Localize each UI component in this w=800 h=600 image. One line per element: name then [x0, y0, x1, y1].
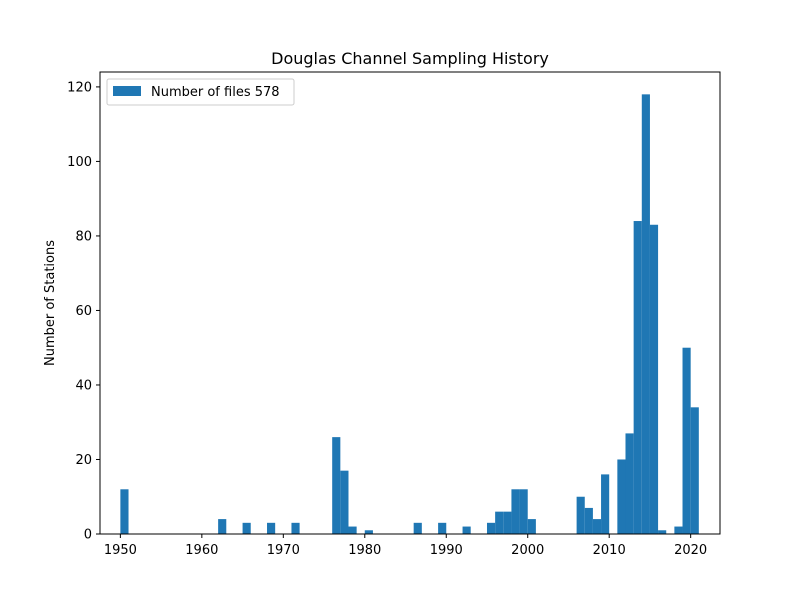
y-axis-label: Number of Stations: [43, 240, 58, 366]
y-tick-label-6: 120: [67, 80, 92, 95]
bar-12: [486, 522, 496, 534]
x-tick-label-2: 1970: [267, 543, 300, 558]
bar-3: [267, 522, 276, 534]
bar-25: [641, 94, 650, 534]
y-tick-label-1: 20: [75, 453, 92, 468]
bar-2: [242, 522, 251, 534]
bar-16: [519, 489, 528, 534]
bar-29: [682, 347, 691, 534]
bar-19: [584, 507, 593, 534]
bar-0: [120, 489, 129, 534]
bar-6: [340, 470, 349, 534]
bar-30: [690, 407, 699, 534]
x-tick-label-1: 1960: [185, 543, 218, 558]
y-tick-label-5: 100: [67, 155, 92, 170]
bar-11: [462, 526, 471, 534]
bar-21: [601, 474, 610, 534]
bar-14: [503, 511, 512, 534]
x-tick-label-0: 1950: [104, 543, 137, 558]
bar-5: [332, 437, 341, 534]
legend-box: [106, 78, 295, 106]
bar-26: [649, 224, 659, 534]
y-tick-label-3: 60: [75, 304, 92, 319]
bar-10: [438, 522, 447, 534]
y-tick-label-4: 80: [75, 229, 92, 244]
bar-17: [527, 519, 536, 534]
legend: Number of files 578: [106, 78, 295, 106]
bar-22: [617, 459, 626, 534]
legend-swatch: [113, 86, 141, 96]
bar-24: [633, 221, 642, 534]
bar-27: [658, 530, 667, 534]
y-tick-label-0: 0: [84, 528, 92, 543]
bar-15: [511, 489, 520, 534]
plot-area-frame: [99, 71, 721, 535]
legend-label: Number of files 578: [151, 85, 280, 100]
x-tick-label-4: 1990: [430, 543, 463, 558]
bar-23: [625, 433, 634, 534]
y-tick-label-2: 40: [75, 378, 92, 393]
bar-13: [495, 511, 504, 534]
bar-4: [291, 522, 300, 534]
y-axis-ticks: 0 20 40 60 80 100 120: [67, 80, 100, 543]
bars-group: [120, 94, 699, 534]
bar-18: [576, 496, 585, 534]
bar-20: [592, 519, 602, 534]
x-axis-ticks: 1950 1960 1970 1980 1990 2000 2010 2020: [104, 534, 707, 558]
x-tick-label-6: 2010: [593, 543, 626, 558]
bar-28: [674, 526, 683, 534]
bar-1: [218, 519, 227, 534]
bar-8: [364, 530, 373, 534]
x-tick-label-5: 2000: [511, 543, 544, 558]
chart-title: Douglas Channel Sampling History: [271, 49, 549, 68]
bar-9: [413, 522, 422, 534]
x-tick-label-7: 2020: [674, 543, 707, 558]
x-tick-label-3: 1980: [348, 543, 381, 558]
bar-7: [348, 526, 357, 534]
